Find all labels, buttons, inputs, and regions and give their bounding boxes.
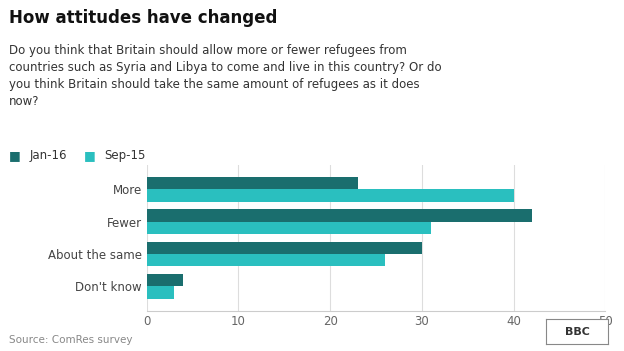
- Bar: [147, 254, 385, 266]
- Bar: [147, 189, 514, 201]
- Bar: [147, 209, 532, 221]
- Text: How attitudes have changed: How attitudes have changed: [9, 9, 278, 27]
- Bar: [147, 177, 358, 189]
- Text: ■: ■: [9, 149, 21, 162]
- Bar: [147, 242, 422, 254]
- Text: Do you think that Britain should allow more or fewer refugees from
countries suc: Do you think that Britain should allow m…: [9, 44, 442, 108]
- Text: ■: ■: [84, 149, 96, 162]
- Text: Source: ComRes survey: Source: ComRes survey: [9, 335, 133, 345]
- Bar: [147, 221, 431, 234]
- Bar: [147, 286, 174, 299]
- Text: Jan-16: Jan-16: [29, 149, 67, 162]
- Text: BBC: BBC: [565, 327, 590, 337]
- Bar: [147, 274, 183, 286]
- Text: Sep-15: Sep-15: [104, 149, 145, 162]
